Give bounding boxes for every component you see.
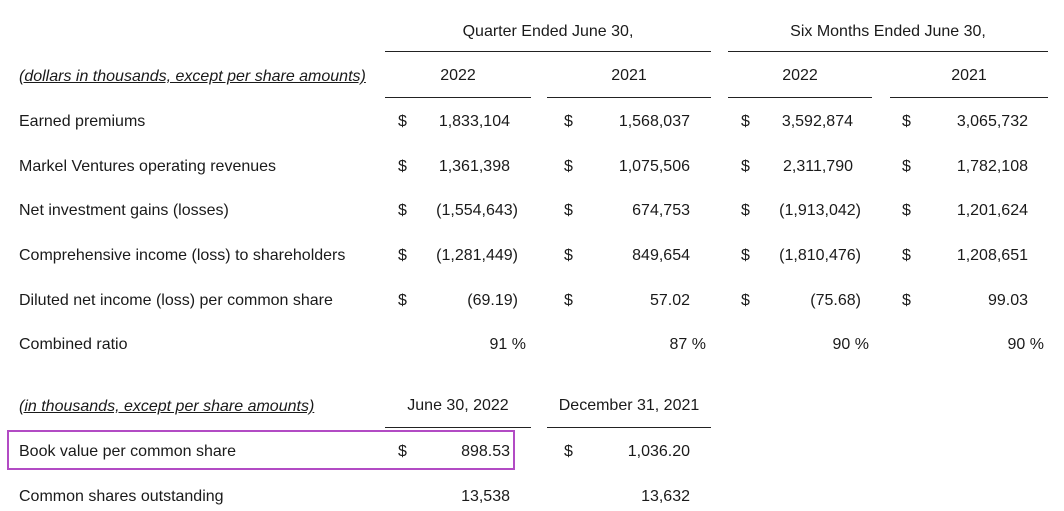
cell-value: 57.02 bbox=[649, 292, 690, 309]
quarter-group-header: Quarter Ended June 30, bbox=[462, 23, 634, 40]
currency-symbol: $ bbox=[741, 247, 750, 264]
date-rule-1 bbox=[385, 427, 531, 428]
cell-value: 1,568,037 bbox=[618, 113, 690, 130]
currency-symbol: $ bbox=[398, 247, 407, 264]
currency-symbol: $ bbox=[902, 247, 911, 264]
cell-value: 1,833,104 bbox=[438, 113, 510, 130]
six-months-group-header: Six Months Ended June 30, bbox=[790, 23, 986, 40]
book-value-highlight-box bbox=[7, 430, 515, 470]
cell-value: 3,592,874 bbox=[781, 113, 853, 130]
cell-value: (1,913,042) bbox=[779, 202, 861, 219]
six-months-group-rule bbox=[728, 51, 1048, 52]
date-header-dec-2021: December 31, 2021 bbox=[558, 397, 700, 414]
cell-value: (1,281,449) bbox=[436, 247, 518, 264]
year-rule-2 bbox=[547, 97, 711, 98]
year-rule-4 bbox=[890, 97, 1048, 98]
currency-symbol: $ bbox=[564, 247, 573, 264]
cell-value: 90 % bbox=[1007, 336, 1044, 353]
currency-symbol: $ bbox=[398, 202, 407, 219]
row-label-shares-outstanding: Common shares outstanding bbox=[19, 488, 224, 505]
cell-value: 674,753 bbox=[632, 202, 690, 219]
quarter-group-rule bbox=[385, 51, 711, 52]
currency-symbol: $ bbox=[398, 158, 407, 175]
currency-symbol: $ bbox=[741, 158, 750, 175]
cell-value: 2,311,790 bbox=[783, 158, 853, 175]
currency-symbol: $ bbox=[398, 113, 407, 130]
cell-value: 91 % bbox=[489, 336, 526, 353]
cell-value: 1,075,506 bbox=[618, 158, 690, 175]
row-label-diluted-net-income: Diluted net income (loss) per common sha… bbox=[19, 292, 333, 309]
cell-value: 99.03 bbox=[987, 292, 1028, 309]
cell-value: 1,782,108 bbox=[956, 158, 1028, 175]
currency-symbol: $ bbox=[902, 202, 911, 219]
currency-symbol: $ bbox=[564, 202, 573, 219]
row-label-net-investment-gains: Net investment gains (losses) bbox=[19, 202, 229, 219]
cell-value: 13,632 bbox=[641, 488, 690, 505]
year-header-6m-2022: 2022 bbox=[782, 67, 818, 84]
currency-symbol: $ bbox=[902, 113, 911, 130]
dollars-unit-note: (dollars in thousands, except per share … bbox=[19, 68, 366, 85]
cell-value: (75.68) bbox=[810, 292, 861, 309]
cell-value: 1,036.20 bbox=[627, 443, 690, 460]
currency-symbol: $ bbox=[564, 292, 573, 309]
row-label-earned-premiums: Earned premiums bbox=[19, 113, 146, 130]
currency-symbol: $ bbox=[564, 158, 573, 175]
year-rule-1 bbox=[385, 97, 531, 98]
date-header-june-2022: June 30, 2022 bbox=[407, 397, 509, 414]
row-label-combined-ratio: Combined ratio bbox=[19, 336, 128, 353]
cell-value: 1,208,651 bbox=[956, 247, 1028, 264]
year-header-q-2022: 2022 bbox=[440, 67, 476, 84]
cell-value: 898.53 bbox=[461, 443, 510, 460]
year-rule-3 bbox=[728, 97, 872, 98]
currency-symbol: $ bbox=[398, 292, 407, 309]
cell-value: 1,201,624 bbox=[956, 202, 1028, 219]
currency-symbol: $ bbox=[741, 202, 750, 219]
currency-symbol: $ bbox=[564, 113, 573, 130]
cell-value: (1,810,476) bbox=[779, 247, 861, 264]
cell-value: 87 % bbox=[669, 336, 706, 353]
currency-symbol: $ bbox=[902, 158, 911, 175]
currency-symbol: $ bbox=[741, 292, 750, 309]
row-label-comprehensive-income: Comprehensive income (loss) to sharehold… bbox=[19, 247, 346, 264]
cell-value: 849,654 bbox=[632, 247, 690, 264]
cell-value: 1,361,398 bbox=[438, 158, 510, 175]
currency-symbol: $ bbox=[398, 443, 407, 460]
currency-symbol: $ bbox=[741, 113, 750, 130]
currency-symbol: $ bbox=[902, 292, 911, 309]
currency-symbol: $ bbox=[564, 443, 573, 460]
cell-value: (1,554,643) bbox=[436, 202, 518, 219]
cell-value: 13,538 bbox=[461, 488, 510, 505]
row-label-markel-ventures: Markel Ventures operating revenues bbox=[19, 158, 277, 175]
thousands-unit-note: (in thousands, except per share amounts) bbox=[19, 398, 315, 415]
cell-value: 90 % bbox=[832, 336, 869, 353]
year-header-6m-2021: 2021 bbox=[951, 67, 987, 84]
row-label-book-value: Book value per common share bbox=[19, 443, 236, 460]
cell-value: (69.19) bbox=[467, 292, 518, 309]
year-header-q-2021: 2021 bbox=[611, 67, 647, 84]
date-rule-2 bbox=[547, 427, 711, 428]
cell-value: 3,065,732 bbox=[956, 113, 1028, 130]
